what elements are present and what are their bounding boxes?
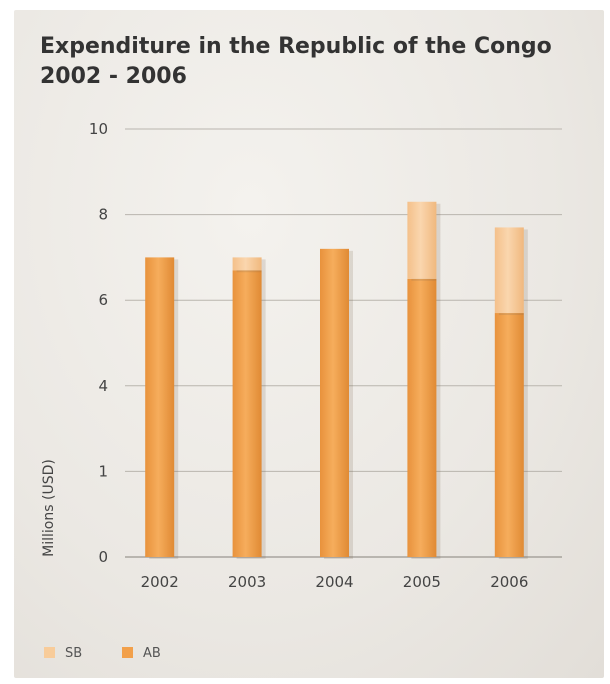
x-tick-label-2004: 2004	[315, 573, 353, 591]
legend-swatch-ab	[122, 647, 133, 658]
bar-ab-2004	[320, 248, 349, 557]
y-axis-label: Millions (USD)	[41, 459, 57, 557]
bar-sb-2006	[494, 227, 524, 314]
legend-swatch-sb	[44, 647, 55, 658]
chart-title-block: Expenditure in the Republic of the Congo…	[40, 32, 580, 92]
chart-subtitle: 2002 - 2006	[40, 64, 187, 89]
y-tick-label: 10	[89, 120, 108, 138]
bar-ab-2002	[145, 257, 175, 557]
legend-item-sb: SB	[44, 646, 82, 661]
y-tick-labels: 0 1 4 6 8 10	[89, 120, 108, 566]
legend-item-ab: AB	[122, 646, 161, 661]
x-tick-label-2006: 2006	[490, 573, 528, 591]
y-tick-label: 4	[98, 377, 108, 395]
bar-sb-2003	[232, 257, 262, 271]
bars	[145, 201, 528, 559]
y-tick-label: 0	[98, 548, 108, 566]
legend-label-ab: AB	[143, 646, 161, 661]
chart-title: Expenditure in the Republic of the Congo	[40, 34, 552, 59]
bar-ab-2003	[232, 270, 262, 557]
y-tick-label: 1	[98, 462, 108, 480]
y-tick-label: 6	[98, 291, 108, 309]
bar-ab-2006	[494, 313, 524, 557]
bar-ab-2005	[407, 278, 437, 557]
legend-label-sb: SB	[65, 646, 83, 661]
y-tick-label: 8	[98, 206, 108, 224]
bar-sb-2005	[407, 201, 437, 279]
x-tick-label-2005: 2005	[403, 573, 441, 591]
x-tick-label-2002: 2002	[141, 573, 179, 591]
x-tick-label-2003: 2003	[228, 573, 266, 591]
x-tick-labels: 2002 2003 2004 2005 2006	[141, 573, 529, 591]
